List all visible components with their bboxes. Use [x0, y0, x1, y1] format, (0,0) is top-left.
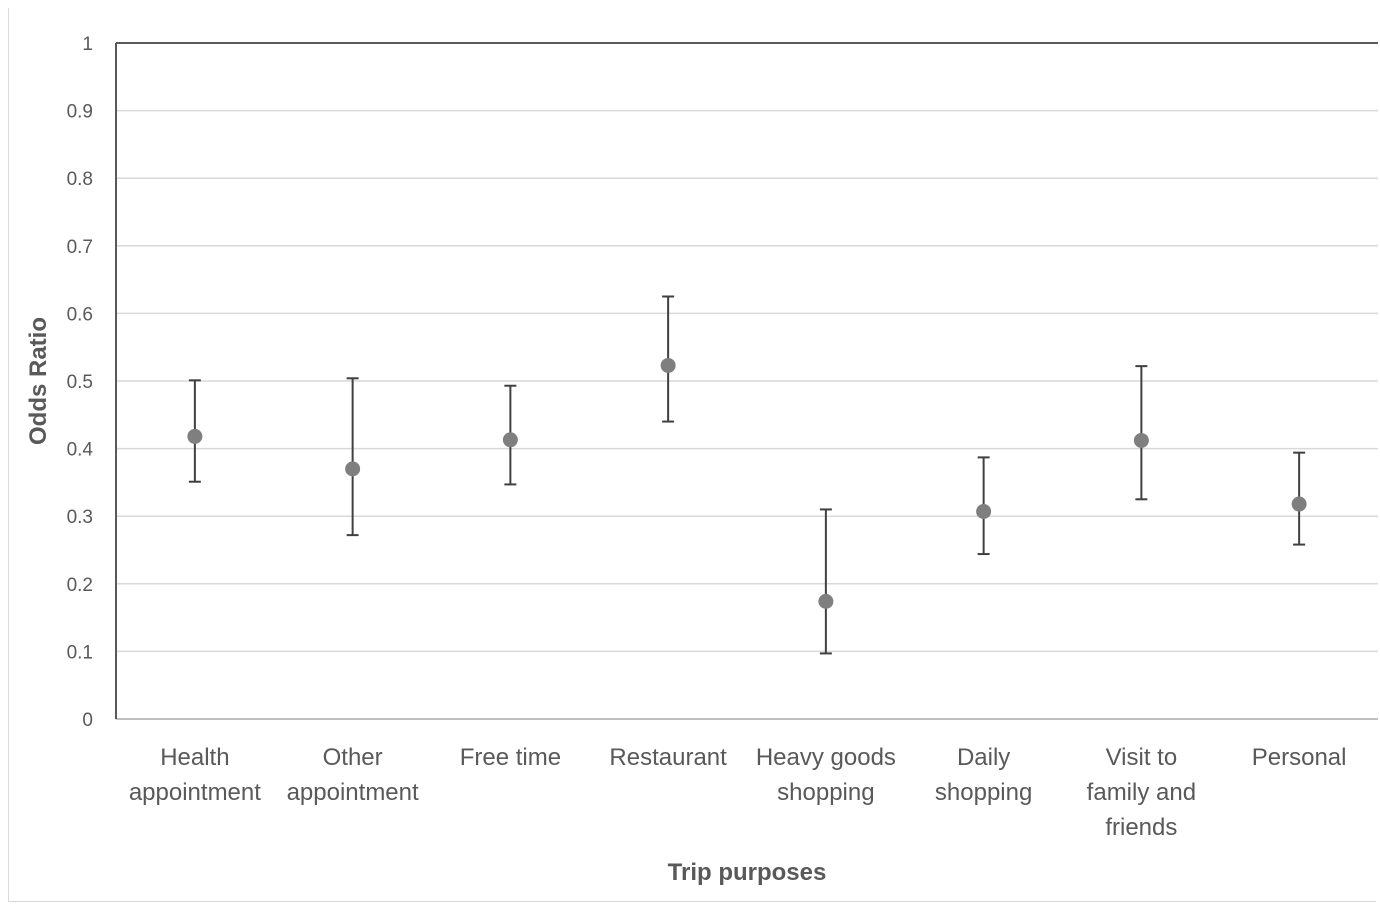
data-point: [818, 593, 834, 609]
data-points: [187, 357, 1307, 609]
gridlines: [115, 42, 1378, 720]
data-point: [502, 432, 518, 448]
x-category-label: Restaurant: [609, 744, 727, 771]
y-tick-label: 0.5: [67, 372, 93, 393]
y-axis-title: Odds Ratio: [25, 317, 52, 445]
y-tick-label: 0.8: [67, 169, 93, 190]
chart-frame: [8, 8, 1376, 902]
y-tick-label: 0.9: [67, 102, 93, 123]
x-category-label: Daily shopping: [935, 744, 1032, 806]
x-category-label: Health appointment: [129, 744, 261, 806]
data-point: [187, 428, 203, 444]
x-category-label: Free time: [460, 744, 561, 771]
error-bar: [346, 377, 359, 537]
x-axis-categories: Health appointment Other appointment Free ti…: [129, 744, 1347, 841]
data-point: [1291, 496, 1307, 512]
y-tick-label: 0.6: [67, 304, 93, 325]
y-axis-ticks: 0 0.1 0.2 0.3 0.4 0.5 0.6 0.7 0.8 0.9 1: [67, 34, 94, 731]
data-point: [660, 357, 676, 373]
y-tick-label: 0.3: [67, 507, 93, 528]
error-bar: [1135, 365, 1148, 501]
y-tick-label: 1: [82, 34, 93, 55]
x-category-label: Visit to family and friends: [1087, 744, 1196, 841]
x-category-label: Personal: [1252, 744, 1347, 771]
error-bar: [819, 508, 832, 655]
x-category-label: Other appointment: [287, 744, 419, 806]
y-tick-label: 0.4: [67, 440, 94, 461]
y-tick-label: 0: [82, 710, 93, 731]
y-tick-label: 0.7: [67, 237, 93, 258]
data-point: [976, 503, 992, 519]
data-point: [345, 461, 361, 477]
y-tick-label: 0.1: [67, 642, 93, 663]
x-category-label: Heavy goods shopping: [756, 744, 896, 806]
data-point: [1133, 432, 1149, 448]
y-tick-label: 0.2: [67, 575, 93, 596]
x-axis-title: Trip purposes: [668, 859, 827, 886]
